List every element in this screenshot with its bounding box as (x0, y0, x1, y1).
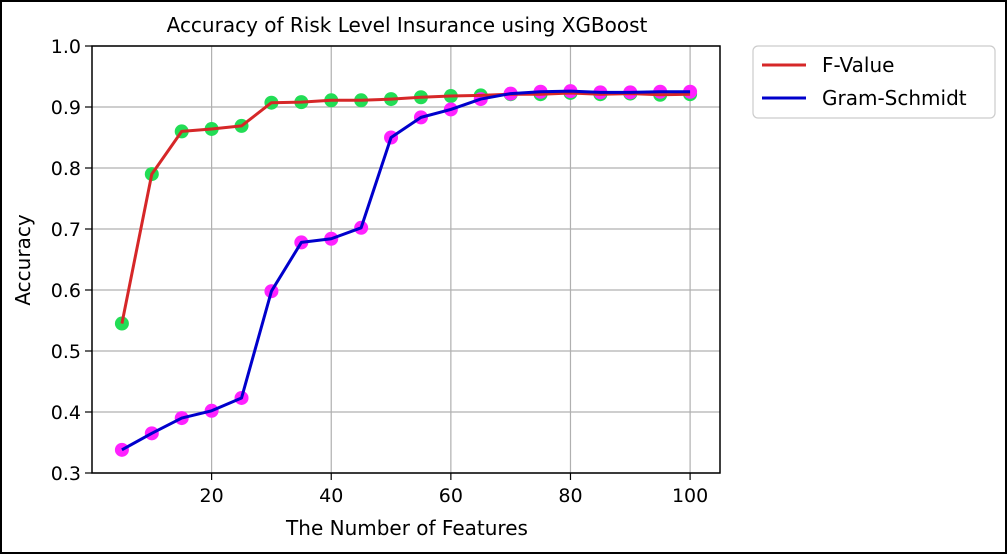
y-tick-label: 0.4 (51, 402, 81, 424)
y-tick-label: 1.0 (51, 36, 81, 58)
data-point (114, 316, 129, 331)
x-axis-ticks: 20 40 60 80 100 (200, 473, 708, 507)
y-tick-label: 0.8 (51, 158, 81, 180)
y-axis-label: Accuracy (11, 214, 35, 305)
y-tick-label: 0.5 (51, 341, 81, 363)
y-tick-label: 0.7 (51, 219, 81, 241)
legend-label: Gram-Schmidt (822, 86, 967, 110)
x-tick-label: 20 (200, 485, 224, 507)
series-group (114, 84, 698, 457)
x-tick-label: 100 (672, 485, 708, 507)
y-axis-ticks: 0.3 0.4 0.5 0.6 0.7 0.8 0.9 1.0 (51, 36, 92, 485)
data-point (114, 442, 129, 457)
x-axis-label: The Number of Features (285, 516, 528, 540)
series-line (120, 91, 691, 324)
y-tick-label: 0.9 (51, 97, 81, 119)
plot-area (91, 45, 721, 474)
series-f-value (114, 85, 698, 331)
legend-box (752, 45, 996, 119)
y-tick-label: 0.3 (51, 463, 81, 485)
grid-lines (92, 45, 720, 474)
series-line (121, 89, 691, 452)
x-tick-label: 80 (558, 485, 582, 507)
series-gram-schmidt (114, 84, 698, 457)
y-tick-label: 0.6 (51, 280, 81, 302)
x-tick-label: 60 (439, 485, 463, 507)
x-tick-label: 40 (319, 485, 343, 507)
legend: F-Value Gram-Schmidt (752, 45, 996, 119)
chart-title: Accuracy of Risk Level Insurance using X… (167, 13, 648, 37)
legend-label: F-Value (822, 53, 894, 77)
